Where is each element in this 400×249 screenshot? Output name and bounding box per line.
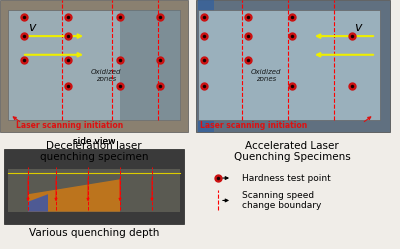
Text: $v$: $v$ <box>28 21 38 34</box>
Text: Laser scanning initiation: Laser scanning initiation <box>200 121 307 130</box>
Text: Deceleration laser
quenching specimen: Deceleration laser quenching specimen <box>40 141 148 162</box>
Text: Oxidized
zones: Oxidized zones <box>251 69 281 82</box>
Bar <box>0 0 188 132</box>
Bar <box>4 149 184 224</box>
Polygon shape <box>8 169 180 212</box>
Text: Accelerated Laser
Quenching Specimens: Accelerated Laser Quenching Specimens <box>234 141 350 162</box>
Bar <box>8 10 180 120</box>
Text: side view: side view <box>73 137 115 146</box>
Bar <box>196 0 390 132</box>
Polygon shape <box>28 179 120 212</box>
Bar <box>120 10 180 120</box>
Text: $v$: $v$ <box>354 21 364 34</box>
Text: Hardness test point: Hardness test point <box>242 174 331 183</box>
Bar <box>198 10 380 120</box>
Text: Various quenching depth: Various quenching depth <box>29 228 159 238</box>
Text: side view: side view <box>73 137 115 146</box>
Text: Oxidized
zones: Oxidized zones <box>91 69 121 82</box>
Text: Scanning speed
change boundary: Scanning speed change boundary <box>242 191 321 210</box>
Bar <box>198 0 214 132</box>
Text: Laser scanning initiation: Laser scanning initiation <box>16 121 123 130</box>
Polygon shape <box>28 194 48 212</box>
